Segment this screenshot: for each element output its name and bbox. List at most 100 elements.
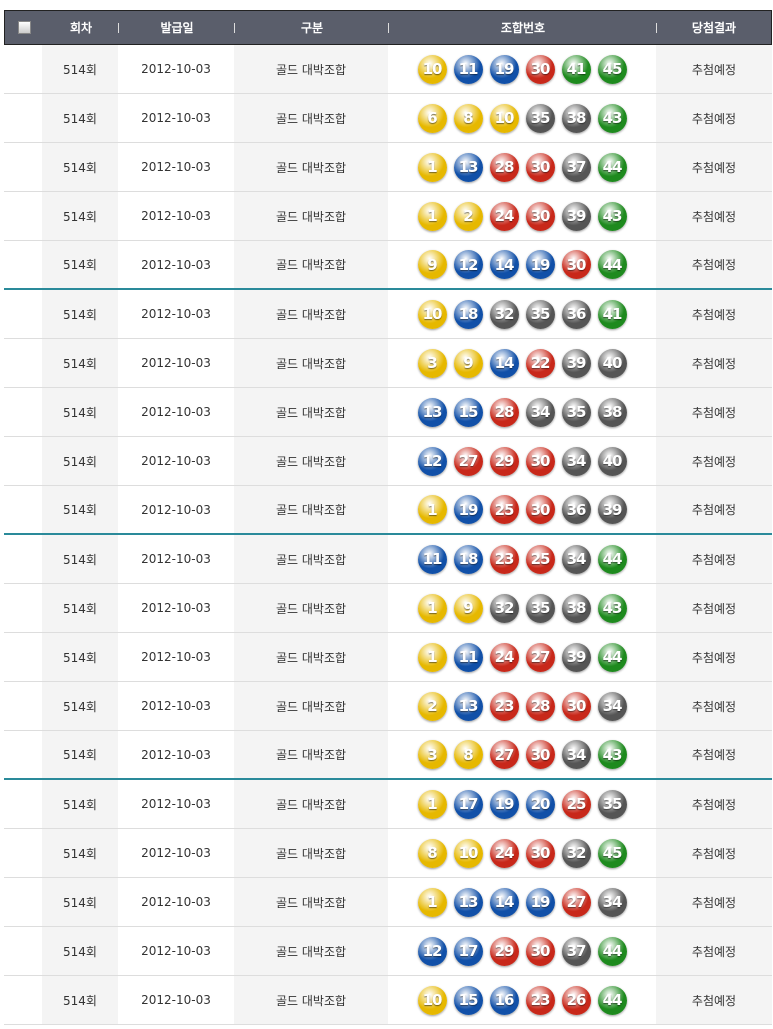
table-row: 514회 2012-10-03 골드 대박조합 10 18 32 35 36 41 추첨예정 bbox=[4, 290, 772, 339]
lotto-ball: 1 bbox=[417, 887, 447, 917]
round-cell: 514회 bbox=[42, 45, 118, 93]
lotto-ball: 11 bbox=[417, 544, 447, 574]
numbers-cell: 3 9 14 22 39 40 bbox=[388, 339, 656, 387]
lotto-ball: 40 bbox=[597, 348, 627, 378]
result-cell: 추첨예정 bbox=[656, 535, 772, 583]
lotto-ball: 17 bbox=[453, 789, 483, 819]
lotto-ball: 26 bbox=[561, 985, 591, 1015]
lotto-ball: 9 bbox=[453, 348, 483, 378]
numbers-cell: 1 13 14 19 27 34 bbox=[388, 878, 656, 926]
lotto-ball: 43 bbox=[597, 740, 627, 769]
result-cell: 추첨예정 bbox=[656, 388, 772, 436]
lotto-ball: 41 bbox=[561, 54, 591, 84]
round-cell: 514회 bbox=[42, 878, 118, 926]
lotto-ball: 24 bbox=[489, 838, 519, 868]
lotto-ball: 8 bbox=[417, 838, 447, 868]
select-cell bbox=[4, 927, 42, 975]
lotto-ball: 12 bbox=[453, 250, 483, 279]
select-cell bbox=[4, 45, 42, 93]
lotto-ball: 39 bbox=[561, 348, 591, 378]
numbers-cell: 9 12 14 19 30 44 bbox=[388, 241, 656, 288]
type-cell: 골드 대박조합 bbox=[234, 94, 388, 142]
lotto-ball: 35 bbox=[597, 789, 627, 819]
lotto-ball: 25 bbox=[525, 544, 555, 574]
result-cell: 추첨예정 bbox=[656, 682, 772, 730]
lotto-ball: 44 bbox=[597, 152, 627, 182]
select-cell bbox=[4, 633, 42, 681]
lotto-ball: 12 bbox=[417, 936, 447, 966]
date-cell: 2012-10-03 bbox=[141, 454, 211, 468]
lotto-ball: 32 bbox=[489, 593, 519, 623]
lotto-ball: 45 bbox=[597, 838, 627, 868]
result-cell: 추첨예정 bbox=[656, 45, 772, 93]
header-round: 회차 bbox=[43, 19, 119, 36]
lotto-ball: 24 bbox=[489, 201, 519, 231]
type-cell: 골드 대박조합 bbox=[234, 535, 388, 583]
lotto-ball: 39 bbox=[561, 642, 591, 672]
lotto-ball: 23 bbox=[489, 544, 519, 574]
lotto-ball: 30 bbox=[525, 936, 555, 966]
select-all-checkbox[interactable] bbox=[17, 21, 31, 34]
result-cell: 추첨예정 bbox=[656, 927, 772, 975]
select-cell bbox=[4, 780, 42, 828]
lotto-ball: 2 bbox=[453, 201, 483, 231]
lotto-ball: 44 bbox=[597, 250, 627, 279]
round-cell: 514회 bbox=[42, 143, 118, 191]
table-row: 514회 2012-10-03 골드 대박조합 1 11 24 27 39 44 추첨예정 bbox=[4, 633, 772, 682]
header-type: 구분 bbox=[235, 19, 389, 36]
result-cell: 추첨예정 bbox=[656, 633, 772, 681]
table-row: 514회 2012-10-03 골드 대박조합 1 9 32 35 38 43 추첨예정 bbox=[4, 584, 772, 633]
lotto-ball: 30 bbox=[561, 691, 591, 721]
lotto-ball: 9 bbox=[453, 593, 483, 623]
lotto-ball: 19 bbox=[489, 54, 519, 84]
table-body: 514회 2012-10-03 골드 대박조합 10 11 19 30 41 45 추첨예정 514… bbox=[4, 45, 772, 1025]
lotto-ball: 28 bbox=[525, 691, 555, 721]
table-row: 514회 2012-10-03 골드 대박조합 6 8 10 35 38 43 추첨예정 bbox=[4, 94, 772, 143]
lotto-ball: 22 bbox=[525, 348, 555, 378]
result-cell: 추첨예정 bbox=[656, 976, 772, 1024]
date-cell: 2012-10-03 bbox=[141, 62, 211, 76]
lotto-ball: 30 bbox=[525, 838, 555, 868]
type-cell: 골드 대박조합 bbox=[234, 780, 388, 828]
table-row: 514회 2012-10-03 골드 대박조합 10 15 16 23 26 44 추첨예정 bbox=[4, 976, 772, 1025]
round-cell: 514회 bbox=[42, 976, 118, 1024]
lotto-ball: 10 bbox=[417, 299, 447, 329]
lotto-ball: 43 bbox=[597, 593, 627, 623]
date-cell: 2012-10-03 bbox=[141, 895, 211, 909]
lotto-ball: 13 bbox=[453, 691, 483, 721]
header-numbers: 조합번호 bbox=[389, 19, 657, 36]
lotto-ball: 30 bbox=[561, 250, 591, 279]
lotto-ball: 43 bbox=[597, 103, 627, 133]
numbers-cell: 3 8 27 30 34 43 bbox=[388, 731, 656, 778]
round-cell: 514회 bbox=[42, 437, 118, 485]
lotto-ball: 18 bbox=[453, 299, 483, 329]
date-cell: 2012-10-03 bbox=[141, 160, 211, 174]
lotto-ball: 34 bbox=[561, 544, 591, 574]
lotto-ball: 41 bbox=[597, 299, 627, 329]
lotto-ball: 36 bbox=[561, 299, 591, 329]
round-cell: 514회 bbox=[42, 584, 118, 632]
lotto-ball: 24 bbox=[489, 642, 519, 672]
result-cell: 추첨예정 bbox=[656, 486, 772, 533]
header-date: 발급일 bbox=[119, 19, 235, 36]
select-cell bbox=[4, 388, 42, 436]
lotto-ball: 36 bbox=[561, 495, 591, 524]
numbers-cell: 12 17 29 30 37 44 bbox=[388, 927, 656, 975]
round-cell: 514회 bbox=[42, 829, 118, 877]
lotto-ball: 30 bbox=[525, 201, 555, 231]
lotto-ball: 27 bbox=[561, 887, 591, 917]
lotto-ball: 30 bbox=[525, 495, 555, 524]
lotto-ball: 44 bbox=[597, 642, 627, 672]
lotto-ball: 35 bbox=[525, 593, 555, 623]
table-row: 514회 2012-10-03 골드 대박조합 1 2 24 30 39 43 추첨예정 bbox=[4, 192, 772, 241]
lotto-ball: 13 bbox=[453, 887, 483, 917]
numbers-cell: 2 13 23 28 30 34 bbox=[388, 682, 656, 730]
table-row: 514회 2012-10-03 골드 대박조합 13 15 28 34 35 38 추첨예정 bbox=[4, 388, 772, 437]
round-cell: 514회 bbox=[42, 633, 118, 681]
select-cell bbox=[4, 486, 42, 533]
type-cell: 골드 대박조합 bbox=[234, 682, 388, 730]
lotto-ball: 18 bbox=[453, 544, 483, 574]
lotto-ball: 6 bbox=[417, 103, 447, 133]
type-cell: 골드 대박조합 bbox=[234, 878, 388, 926]
lotto-ball: 1 bbox=[417, 789, 447, 819]
